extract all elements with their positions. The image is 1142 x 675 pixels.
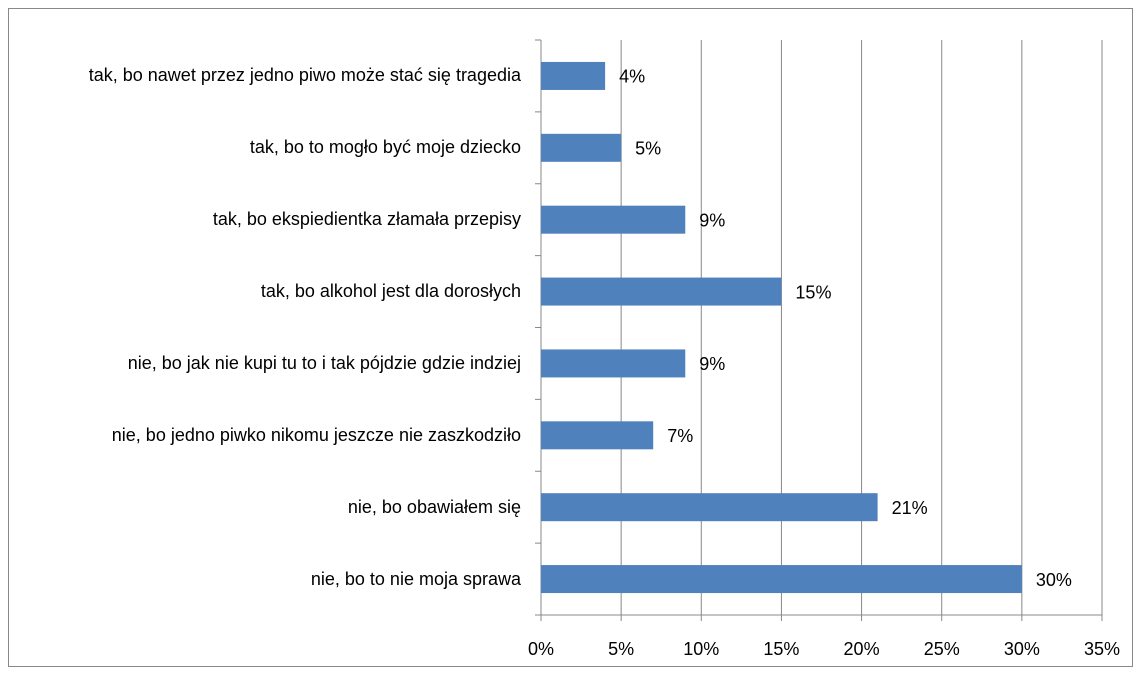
bar bbox=[541, 205, 686, 234]
value-label: 9% bbox=[699, 210, 725, 230]
chart-border bbox=[8, 8, 1133, 667]
category-label: nie, bo obawiałem się bbox=[347, 496, 521, 517]
value-label: 15% bbox=[795, 282, 831, 302]
value-label: 9% bbox=[699, 354, 725, 374]
bar bbox=[541, 133, 622, 162]
bar bbox=[541, 349, 686, 378]
category-label: tak, bo alkohol jest dla dorosłych bbox=[260, 281, 521, 302]
category-label: nie, bo to nie moja sprawa bbox=[310, 568, 521, 589]
value-label: 30% bbox=[1036, 570, 1072, 590]
bar bbox=[541, 565, 1022, 594]
value-label: 4% bbox=[619, 67, 645, 87]
bar bbox=[541, 61, 606, 90]
x-tick-label: 15% bbox=[763, 639, 799, 659]
x-tick-label: 10% bbox=[683, 639, 719, 659]
category-label: tak, bo ekspiedientka złamała przepisy bbox=[212, 209, 521, 230]
bar bbox=[541, 277, 782, 306]
value-label: 7% bbox=[667, 426, 693, 446]
category-label: nie, bo jak nie kupi tu to i tak pójdzie… bbox=[127, 352, 521, 373]
value-label: 21% bbox=[892, 498, 928, 518]
x-tick-label: 5% bbox=[608, 639, 634, 659]
category-label: tak, bo nawet przez jedno piwo może stać… bbox=[88, 65, 521, 86]
bar bbox=[541, 421, 654, 450]
bar bbox=[541, 493, 878, 522]
x-tick-label: 30% bbox=[1004, 639, 1040, 659]
x-tick-label: 20% bbox=[844, 639, 880, 659]
x-tick-label: 25% bbox=[924, 639, 960, 659]
x-tick-label: 0% bbox=[528, 639, 554, 659]
category-label: tak, bo to mogło być moje dziecko bbox=[249, 137, 521, 158]
x-tick-label: 35% bbox=[1084, 639, 1120, 659]
value-label: 5% bbox=[635, 139, 661, 159]
category-label: nie, bo jedno piwko nikomu jeszcze nie z… bbox=[111, 424, 521, 445]
